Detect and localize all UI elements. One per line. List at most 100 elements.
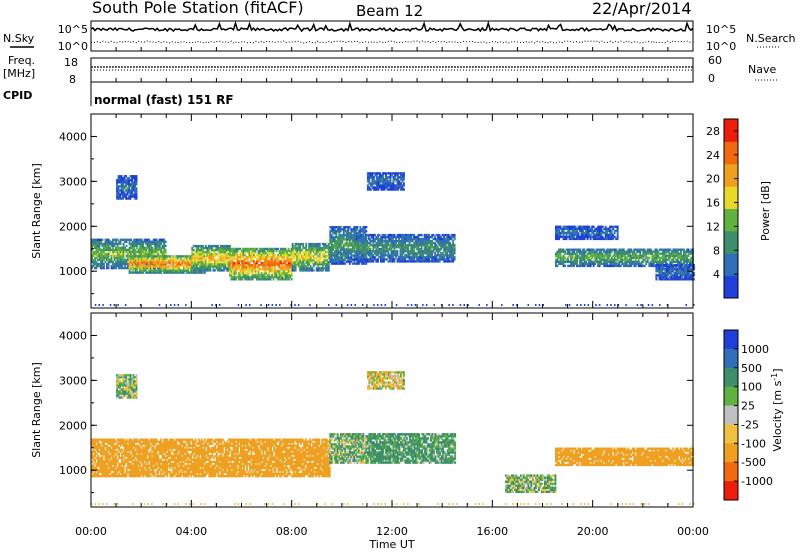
- heatmap-cell: [291, 261, 294, 264]
- heatmap-cell: [136, 240, 139, 243]
- heatmap-cell: [210, 259, 213, 262]
- heatmap-cell: [129, 195, 132, 198]
- heatmap-cell: [356, 228, 359, 231]
- heatmap-cell: [399, 254, 402, 257]
- heatmap-cell: [320, 269, 323, 272]
- heatmap-cell: [341, 236, 344, 239]
- heatmap-cell: [661, 272, 664, 275]
- heatmap-cell: [565, 227, 568, 230]
- heatmap-cell: [229, 251, 231, 255]
- heatmap-cell: [155, 238, 158, 241]
- heatmap-cell: [212, 253, 215, 256]
- heatmap-cell: [91, 244, 93, 248]
- heatmap-cell: [642, 260, 645, 263]
- heatmap-cell: [364, 233, 367, 237]
- heatmap-cell: [377, 240, 379, 243]
- heatmap-cell: [422, 252, 424, 255]
- heatmap-cell: [324, 244, 327, 248]
- heatmap-cell: [556, 260, 559, 263]
- heatmap-cell: [137, 252, 140, 256]
- heatmap-cell: [305, 265, 308, 268]
- heatmap-cell: [281, 264, 284, 267]
- heatmap-cell: [429, 242, 432, 245]
- heatmap-cell: [689, 262, 691, 265]
- heatmap-cell: [117, 175, 120, 178]
- heatmap-cell: [116, 250, 119, 254]
- heatmap-cell: [648, 262, 651, 265]
- heatmap-cell: [91, 260, 93, 264]
- heatmap-cell: [95, 440, 98, 443]
- heatmap-cell: [169, 259, 172, 262]
- heatmap-cell: [679, 276, 682, 279]
- heatmap-cell: [95, 462, 98, 466]
- heatmap-cell: [190, 269, 193, 272]
- heatmap-cell: [119, 181, 121, 184]
- heatmap-cell: [431, 240, 433, 243]
- heatmap-cell: [284, 276, 287, 279]
- heatmap-cell: [392, 184, 395, 187]
- y-tick-label: 3000: [59, 175, 87, 188]
- heatmap-cell: [101, 238, 104, 241]
- heatmap-cell: [401, 176, 404, 179]
- heatmap-cell: [330, 244, 333, 247]
- heatmap-cell: [353, 242, 356, 245]
- heatmap-cell: [407, 304, 409, 306]
- heatmap-cell: [210, 255, 213, 258]
- heatmap-cell: [312, 263, 315, 266]
- heatmap-cell: [212, 263, 215, 266]
- heatmap-cell: [624, 262, 627, 265]
- heatmap-cell: [318, 255, 321, 258]
- heatmap-cell: [657, 256, 660, 259]
- heatmap-cell: [417, 244, 420, 247]
- heatmap-cell: [400, 188, 402, 191]
- heatmap-cell: [395, 180, 398, 183]
- heatmap-cell: [416, 244, 418, 247]
- heatmap-cell: [339, 250, 342, 253]
- heatmap-cell: [664, 254, 667, 257]
- heatmap-cell: [342, 228, 345, 231]
- heatmap-cell: [600, 262, 603, 265]
- heatmap-cell: [121, 258, 123, 262]
- heatmap-cell: [444, 246, 447, 249]
- heatmap-cell: [283, 251, 285, 255]
- heatmap-cell: [155, 257, 158, 260]
- heatmap-cell: [281, 274, 284, 277]
- heatmap-cell: [318, 246, 321, 250]
- heatmap-cell: [564, 264, 566, 268]
- heatmap-cell: [281, 270, 284, 273]
- heatmap-cell: [399, 252, 402, 255]
- heatmap-cell: [247, 264, 249, 267]
- heatmap-cell: [690, 250, 693, 253]
- heatmap-cell: [244, 249, 246, 253]
- heatmap-cell: [139, 259, 142, 262]
- heatmap-cell: [339, 252, 342, 255]
- heatmap-cell: [260, 276, 263, 279]
- heatmap-cell: [115, 262, 117, 266]
- heatmap-cell: [225, 259, 228, 262]
- heatmap-cell: [244, 262, 246, 265]
- heatmap-cell: [330, 258, 333, 261]
- heatmap-cell: [265, 255, 267, 259]
- heatmap-cell: [225, 263, 228, 266]
- heatmap-cell: [266, 278, 269, 281]
- heatmap-cell: [588, 229, 591, 232]
- heatmap-cell: [423, 233, 426, 237]
- heatmap-cell: [598, 248, 601, 251]
- heatmap-cell: [345, 242, 348, 245]
- heatmap-cell: [284, 278, 287, 281]
- heatmap-cell: [294, 304, 296, 306]
- heatmap-cell: [145, 257, 148, 260]
- heatmap-cell: [444, 240, 447, 243]
- heatmap-cell: [268, 272, 270, 275]
- heatmap-cell: [678, 248, 681, 251]
- heatmap-cell: [242, 264, 245, 267]
- heatmap-cell: [286, 257, 288, 261]
- heatmap-cell: [122, 256, 125, 260]
- heatmap-cell: [142, 246, 145, 250]
- heatmap-cell: [659, 270, 662, 273]
- heatmap-cell: [387, 248, 390, 251]
- heatmap-cell: [630, 264, 633, 268]
- heatmap-cell: [163, 248, 166, 252]
- heatmap-cell: [233, 253, 236, 257]
- heatmap-cell: [286, 253, 288, 257]
